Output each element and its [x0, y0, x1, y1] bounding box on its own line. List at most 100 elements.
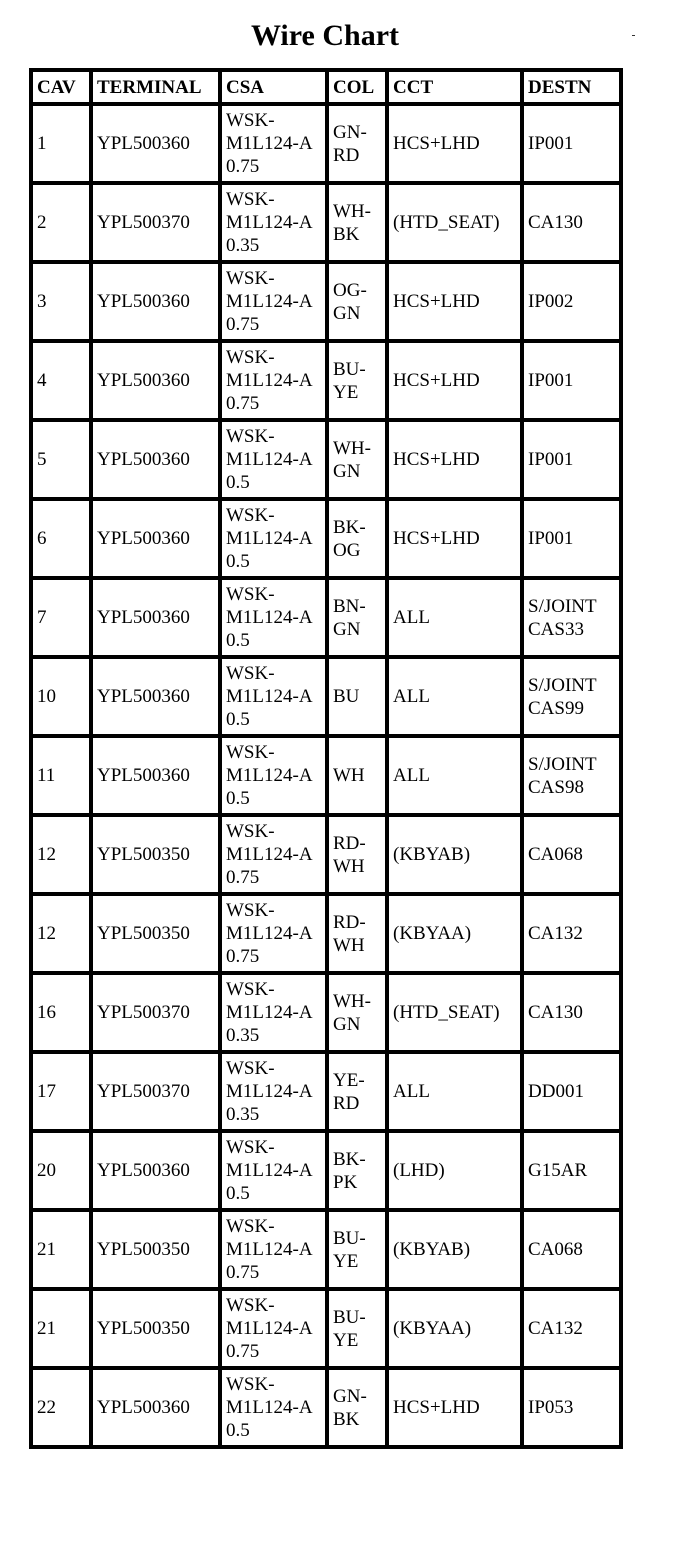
- cell-cav: 12: [29, 813, 93, 896]
- cell-csa: WSK-M1L124-A 0.5: [218, 1366, 329, 1449]
- cell-destn: CA130: [520, 181, 623, 264]
- wire-chart-table: CAV TERMINAL CSA COL CCT DESTN 1 YPL500360 WSK-…: [29, 68, 623, 1449]
- cell-terminal: YPL500360: [89, 1366, 222, 1449]
- cell-cav: 17: [29, 1050, 93, 1133]
- cell-cav: 6: [29, 497, 93, 580]
- table-row: 21 YPL500350 WSK-M1L124-A 0.75 BU-YE (KBYAA)…: [29, 1287, 623, 1370]
- table-row: 16 YPL500370 WSK-M1L124-A 0.35 WH-GN (HTD_SE…: [29, 971, 623, 1054]
- table-row: 6 YPL500360 WSK-M1L124-A 0.5 BK-OG HCS+LHD IP…: [29, 497, 623, 580]
- cell-cct: (LHD): [385, 1129, 524, 1212]
- cell-cav: 12: [29, 892, 93, 975]
- cell-cct: (KBYAA): [385, 892, 524, 975]
- cell-destn: CA068: [520, 813, 623, 896]
- cell-csa: WSK-M1L124-A 0.5: [218, 418, 329, 501]
- cell-cav: 21: [29, 1208, 93, 1291]
- cell-col: BU-YE: [325, 1208, 389, 1291]
- cell-cav: 10: [29, 655, 93, 738]
- cell-csa: WSK-M1L124-A 0.35: [218, 181, 329, 264]
- cell-col: BU: [325, 655, 389, 738]
- table-row: 4 YPL500360 WSK-M1L124-A 0.75 BU-YE HCS+LHD I…: [29, 339, 623, 422]
- cell-cav: 1: [29, 102, 93, 185]
- cell-csa: WSK-M1L124-A 0.75: [218, 260, 329, 343]
- cell-destn: IP001: [520, 418, 623, 501]
- cell-cct: HCS+LHD: [385, 339, 524, 422]
- cell-destn: S/JOINT CAS98: [520, 734, 623, 817]
- cell-csa: WSK-M1L124-A 0.5: [218, 497, 329, 580]
- cell-destn: IP053: [520, 1366, 623, 1449]
- cell-cav: 5: [29, 418, 93, 501]
- cell-cct: ALL: [385, 1050, 524, 1133]
- cell-csa: WSK-M1L124-A 0.5: [218, 655, 329, 738]
- cell-csa: WSK-M1L124-A 0.75: [218, 892, 329, 975]
- cell-terminal: YPL500360: [89, 1129, 222, 1212]
- cell-cct: ALL: [385, 734, 524, 817]
- cell-col: OG-GN: [325, 260, 389, 343]
- header-csa: CSA: [218, 68, 329, 106]
- table-row: 2 YPL500370 WSK-M1L124-A 0.35 WH-BK (HTD_SEA…: [29, 181, 623, 264]
- cell-col: RD-WH: [325, 892, 389, 975]
- cell-destn: CA132: [520, 1287, 623, 1370]
- cell-terminal: YPL500360: [89, 339, 222, 422]
- cell-destn: IP002: [520, 260, 623, 343]
- cell-terminal: YPL500360: [89, 576, 222, 659]
- cell-cct: ALL: [385, 576, 524, 659]
- table-row: 7 YPL500360 WSK-M1L124-A 0.5 BN-GN ALL S/JOIN…: [29, 576, 623, 659]
- cell-cav: 16: [29, 971, 93, 1054]
- cell-cav: 7: [29, 576, 93, 659]
- cell-col: WH-BK: [325, 181, 389, 264]
- table-row: 17 YPL500370 WSK-M1L124-A 0.35 YE-RD ALL DD00…: [29, 1050, 623, 1133]
- cell-col: GN-RD: [325, 102, 389, 185]
- cell-destn: DD001: [520, 1050, 623, 1133]
- cell-cav: 22: [29, 1366, 93, 1449]
- table-row: 11 YPL500360 WSK-M1L124-A 0.5 WH ALL S/JOINT …: [29, 734, 623, 817]
- cell-csa: WSK-M1L124-A 0.5: [218, 1129, 329, 1212]
- cell-destn: S/JOINT CAS99: [520, 655, 623, 738]
- cell-csa: WSK-M1L124-A 0.75: [218, 813, 329, 896]
- cell-cct: (KBYAB): [385, 1208, 524, 1291]
- cell-destn: CA068: [520, 1208, 623, 1291]
- cell-cav: 4: [29, 339, 93, 422]
- cell-terminal: YPL500370: [89, 181, 222, 264]
- page-title: Wire Chart: [250, 19, 400, 52]
- cell-col: BU-YE: [325, 339, 389, 422]
- header-col: COL: [325, 68, 389, 106]
- table-row: 21 YPL500350 WSK-M1L124-A 0.75 BU-YE (KBYAB)…: [29, 1208, 623, 1291]
- cell-terminal: YPL500350: [89, 813, 222, 896]
- table-row: 1 YPL500360 WSK-M1L124-A 0.75 GN-RD HCS+LHD I…: [29, 102, 623, 185]
- cell-terminal: YPL500370: [89, 1050, 222, 1133]
- cell-terminal: YPL500350: [89, 892, 222, 975]
- cell-cav: 21: [29, 1287, 93, 1370]
- header-destn: DESTN: [520, 68, 623, 106]
- cell-terminal: YPL500350: [89, 1287, 222, 1370]
- cell-csa: WSK-M1L124-A 0.35: [218, 1050, 329, 1133]
- header-cct: CCT: [385, 68, 524, 106]
- cell-cct: (KBYAA): [385, 1287, 524, 1370]
- cell-terminal: YPL500350: [89, 1208, 222, 1291]
- cell-cct: HCS+LHD: [385, 260, 524, 343]
- cell-col: WH: [325, 734, 389, 817]
- cell-cct: ALL: [385, 655, 524, 738]
- cell-destn: IP001: [520, 102, 623, 185]
- cell-terminal: YPL500360: [89, 260, 222, 343]
- cell-csa: WSK-M1L124-A 0.75: [218, 1208, 329, 1291]
- table-row: 12 YPL500350 WSK-M1L124-A 0.75 RD-WH (KBYAB)…: [29, 813, 623, 896]
- cell-cct: HCS+LHD: [385, 418, 524, 501]
- cell-col: GN-BK: [325, 1366, 389, 1449]
- cell-cct: HCS+LHD: [385, 497, 524, 580]
- header-cav: CAV: [29, 68, 93, 106]
- cell-destn: IP001: [520, 497, 623, 580]
- cell-cct: HCS+LHD: [385, 1366, 524, 1449]
- cell-terminal: YPL500370: [89, 971, 222, 1054]
- cell-cct: (KBYAB): [385, 813, 524, 896]
- cell-col: BU-YE: [325, 1287, 389, 1370]
- cell-destn: CA130: [520, 971, 623, 1054]
- cell-csa: WSK-M1L124-A 0.75: [218, 1287, 329, 1370]
- cell-col: RD-WH: [325, 813, 389, 896]
- stray-mark: [632, 35, 635, 36]
- cell-terminal: YPL500360: [89, 734, 222, 817]
- cell-col: BK-OG: [325, 497, 389, 580]
- cell-col: WH-GN: [325, 971, 389, 1054]
- cell-csa: WSK-M1L124-A 0.5: [218, 734, 329, 817]
- table-row: 10 YPL500360 WSK-M1L124-A 0.5 BU ALL S/JOINT …: [29, 655, 623, 738]
- table-row: 5 YPL500360 WSK-M1L124-A 0.5 WH-GN HCS+LHD IP…: [29, 418, 623, 501]
